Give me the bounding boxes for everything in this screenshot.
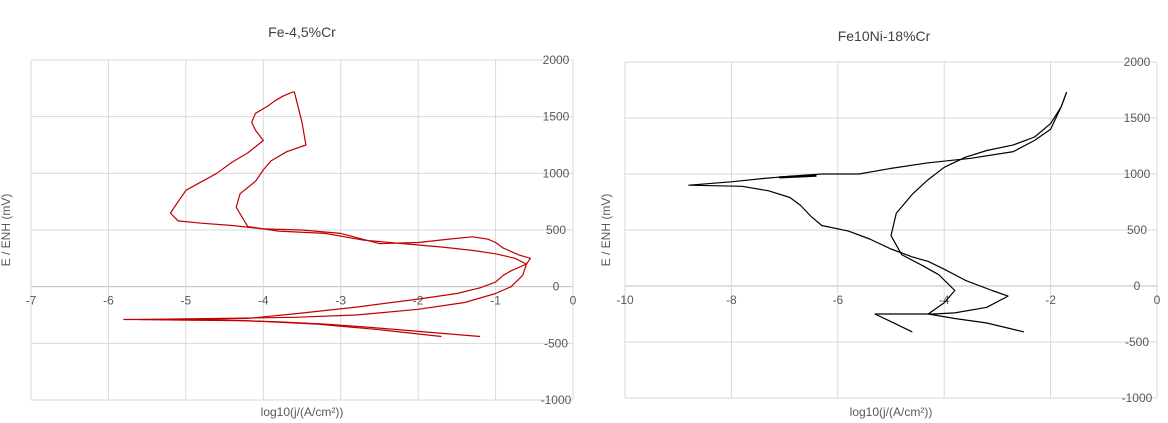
chart-1-xtick-label: -10 [616, 293, 634, 307]
chart-0-ytick-label: 1500 [543, 110, 570, 124]
chart-0-ytick-label: 1000 [543, 166, 570, 180]
chart-1-series-line [688, 91, 1068, 333]
chart-1-series-line [779, 174, 817, 179]
chart-fe-4-5-cr: -7 -6 -5 -4 -3 -2 -1 0 -1000 -500 0 500 1000 1500 2000… [0, 24, 577, 419]
chart-0-ytick-label: -500 [544, 336, 568, 350]
chart-1-ytick-label: 2000 [1124, 55, 1151, 69]
chart-0-xtick-label: -4 [258, 294, 269, 308]
chart-1-ytick-label: 1000 [1124, 167, 1151, 181]
chart-0-xtick-label: -6 [103, 294, 114, 308]
chart-0-series-line [123, 91, 532, 338]
chart-0-xtick-label: 0 [570, 294, 577, 308]
chart-0-ytick-label: 0 [553, 280, 560, 294]
chart-1-series-line [890, 91, 1068, 333]
chart-0-series-line [138, 91, 528, 338]
chart-0-xtick-label: -3 [335, 294, 346, 308]
chart-1-ytick-label: -1000 [1122, 391, 1153, 405]
chart-0-ytick-label: -1000 [541, 393, 572, 407]
chart-1-xlabel: log10(j/(A/cm²)) [850, 405, 933, 419]
chart-1-xtick-label: -8 [726, 293, 737, 307]
chart-1-ytick-label: 1500 [1124, 111, 1151, 125]
chart-0-xtick-label: -2 [413, 294, 424, 308]
chart-1-xtick-label: 0 [1154, 293, 1161, 307]
chart-0-title: Fe-4,5%Cr [268, 24, 336, 40]
chart-0-xtick-label: -7 [26, 294, 37, 308]
chart-1-ytick-label: 0 [1134, 279, 1141, 293]
chart-fe10ni-18-cr: -10 -8 -6 -4 -2 0 -1000 -500 0 500 1000 1500 2000 Fe1… [599, 28, 1161, 419]
chart-0-xtick-label: -1 [490, 294, 501, 308]
chart-1-xtick-label: -4 [939, 293, 950, 307]
chart-0-xlabel: log10(j/(A/cm²)) [261, 405, 344, 419]
chart-0-ytick-label: 500 [546, 223, 566, 237]
chart-1-ytick-label: -500 [1125, 335, 1149, 349]
chart-0-ytick-label: 2000 [543, 53, 570, 67]
chart-1-xtick-label: -6 [832, 293, 843, 307]
chart-1-ytick-label: 500 [1127, 223, 1147, 237]
chart-1-xtick-label: -2 [1045, 293, 1056, 307]
chart-1-ylabel: E / ENH (mV) [599, 194, 613, 267]
chart-0-ylabel: E / ENH (mV) [0, 194, 13, 267]
chart-1-title: Fe10Ni-18%Cr [838, 28, 931, 44]
chart-0-xtick-label: -5 [181, 294, 192, 308]
